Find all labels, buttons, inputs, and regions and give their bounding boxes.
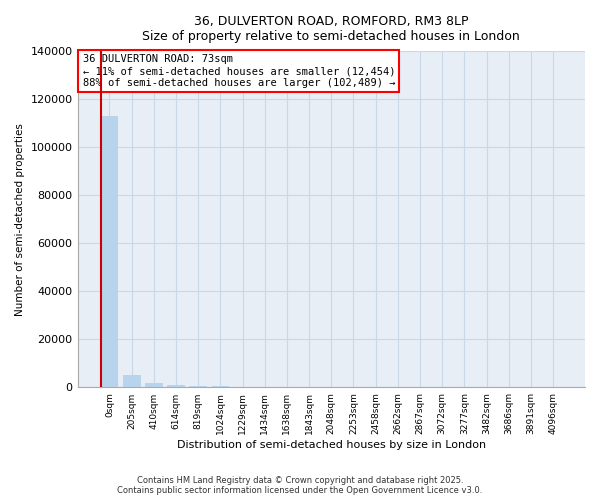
Bar: [278, 387, 296, 388]
Bar: [101, 116, 118, 388]
X-axis label: Distribution of semi-detached houses by size in London: Distribution of semi-detached houses by …: [177, 440, 486, 450]
Title: 36, DULVERTON ROAD, ROMFORD, RM3 8LP
Size of property relative to semi-detached : 36, DULVERTON ROAD, ROMFORD, RM3 8LP Siz…: [142, 15, 520, 43]
Text: 36 DULVERTON ROAD: 73sqm
← 11% of semi-detached houses are smaller (12,454)
88% : 36 DULVERTON ROAD: 73sqm ← 11% of semi-d…: [83, 54, 395, 88]
Bar: [123, 375, 140, 388]
Text: Contains HM Land Registry data © Crown copyright and database right 2025.
Contai: Contains HM Land Registry data © Crown c…: [118, 476, 482, 495]
Bar: [212, 386, 229, 388]
Y-axis label: Number of semi-detached properties: Number of semi-detached properties: [15, 123, 25, 316]
Bar: [145, 383, 163, 388]
Bar: [233, 386, 251, 388]
Bar: [256, 387, 274, 388]
Bar: [167, 386, 185, 388]
Bar: [190, 386, 207, 388]
